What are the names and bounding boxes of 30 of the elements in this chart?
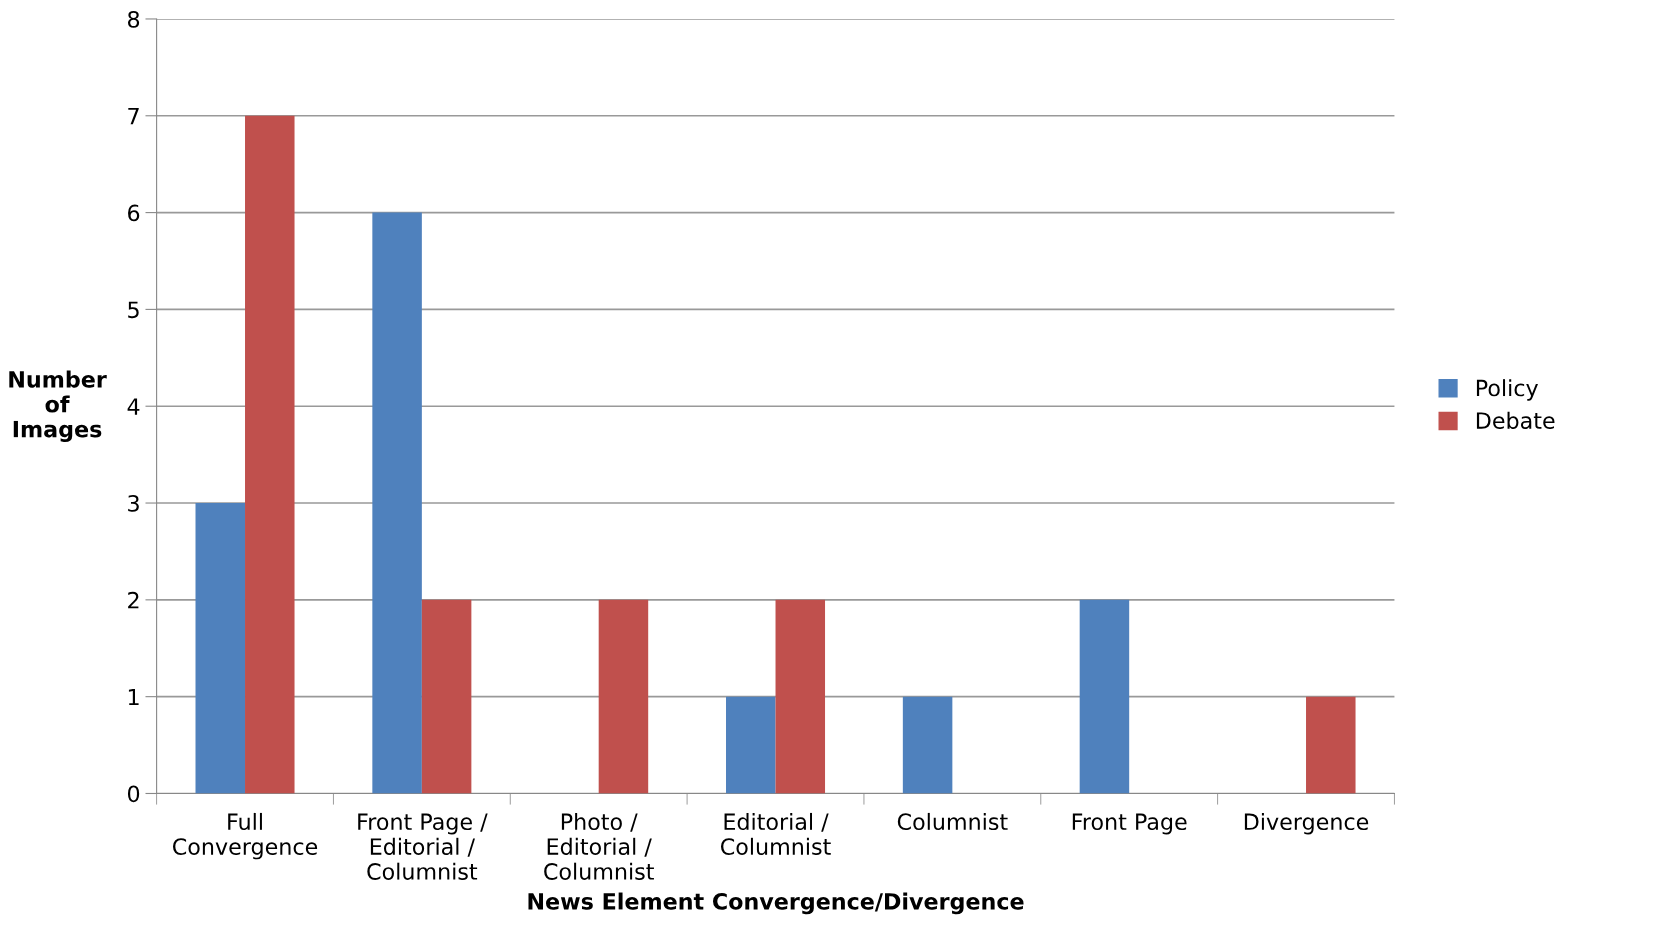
bar — [775, 599, 826, 794]
y-tick-label: 0 — [127, 785, 140, 803]
bar — [726, 696, 776, 794]
x-tick-label: Front Page — [1072, 813, 1187, 835]
y-tick-label: 5 — [128, 301, 139, 319]
legend-label: Debate — [1476, 411, 1555, 429]
bar — [1306, 696, 1356, 794]
x-tick-label: Editorial / Columnist — [720, 812, 831, 856]
x-tick-label: Columnist — [897, 812, 1008, 831]
bar — [195, 503, 246, 794]
y-tick-label: 3 — [128, 494, 139, 512]
y-tick-label: 6 — [128, 204, 140, 222]
bar — [598, 599, 649, 794]
bar — [372, 212, 422, 794]
bar — [245, 115, 295, 794]
y-axis-title: Number of Images — [9, 370, 107, 442]
legend-label: Policy — [1476, 379, 1538, 401]
bar — [1079, 599, 1130, 794]
y-tick-label: 4 — [127, 398, 140, 415]
y-tick-label: 8 — [128, 10, 140, 28]
x-tick-label: Divergence — [1244, 812, 1369, 835]
x-axis-title: News Element Convergence/Divergence — [528, 892, 1024, 915]
bar — [902, 696, 953, 794]
bar — [421, 599, 472, 794]
y-tick-label: 7 — [128, 108, 139, 125]
y-tick-label: 1 — [128, 688, 139, 706]
x-tick-label: Front Page / Editorial / Columnist — [358, 813, 488, 880]
x-tick-label: Full Convergence — [173, 812, 318, 860]
x-tick-label: Photo / Editorial / Columnist — [544, 812, 654, 880]
y-tick-label: 2 — [128, 591, 139, 609]
